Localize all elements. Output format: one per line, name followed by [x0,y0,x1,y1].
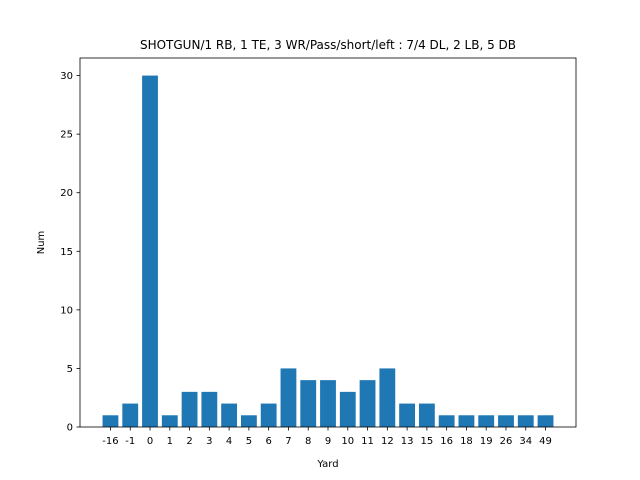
x-tick-label: 19 [480,436,493,447]
x-tick-label: 26 [500,436,513,447]
x-tick-label: 1 [167,436,173,447]
bar-3 [201,391,218,427]
y-tick-label: 0 [67,423,73,434]
x-tick-label: 5 [246,436,252,447]
bar-16 [438,415,455,427]
x-axis-ticks: -16 -1 0 1 2 3 4 5 6 7 8 9 10 11 12 13 15 16 18 19 26 34 49 [102,427,552,447]
x-tick-label: 9 [325,436,331,447]
y-tick-label: 30 [60,71,73,82]
bar-2 [181,391,198,427]
x-tick-label: 6 [265,436,271,447]
y-tick-label: 10 [60,305,73,316]
x-tick-label: 12 [381,436,394,447]
bar-34 [517,415,534,427]
chart-title: SHOTGUN/1 RB, 1 TE, 3 WR/Pass/short/left… [140,38,516,52]
bar-26 [498,415,514,427]
bar-11 [359,380,376,427]
bar-0 [142,75,158,428]
x-tick-label: 13 [401,436,414,447]
x-tick-label: 49 [539,436,552,447]
y-tick-label: 25 [60,130,73,141]
bar-4 [221,403,238,427]
y-tick-label: 15 [60,247,73,258]
x-tick-label: 7 [285,436,291,447]
x-axis-label: Yard [316,459,338,470]
x-tick-label: 16 [440,436,453,447]
bar-15 [418,403,435,427]
bar-1 [161,415,178,427]
x-tick-label: -16 [102,436,118,447]
x-tick-label: -1 [125,436,135,447]
bar-18 [458,415,475,427]
x-tick-label: 8 [305,436,311,447]
bar--1 [122,403,139,427]
bar-5 [240,415,257,427]
bar-13 [399,403,416,427]
bar-19 [478,415,495,427]
bar-49 [537,415,554,427]
y-axis-ticks: 0 5 10 15 20 25 30 [60,71,80,434]
x-tick-label: 2 [186,436,192,447]
bar-9 [320,380,336,427]
y-axis-label: Num [36,231,47,255]
x-tick-label: 11 [361,436,374,447]
x-tick-label: 15 [421,436,434,447]
bar--16 [102,415,119,427]
x-tick-label: 10 [341,436,354,447]
bar-12 [379,368,396,427]
bar-10 [339,391,356,427]
y-tick-label: 5 [67,364,73,375]
x-tick-label: 34 [519,436,532,447]
bar-8 [300,380,317,427]
bar-7 [280,368,297,427]
x-tick-label: 3 [206,436,212,447]
x-tick-label: 18 [460,436,473,447]
y-tick-label: 20 [60,188,73,199]
x-tick-label: 0 [147,436,153,447]
x-tick-label: 4 [226,436,232,447]
bar-6 [260,403,277,427]
bars-group [102,75,554,428]
